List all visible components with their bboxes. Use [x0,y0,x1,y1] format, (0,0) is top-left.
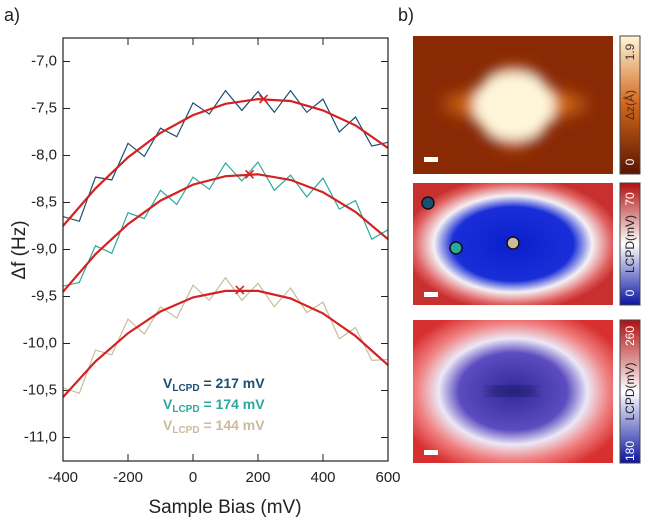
legend-subscript: LCPD [172,404,199,415]
fit-line [62,173,389,293]
legend-symbol: V [163,396,173,412]
x-tick-label: 200 [245,469,270,486]
x-tick-label: 0 [189,469,197,486]
colorbar-label: Δz(Å) [622,90,637,120]
x-axis-title: Sample Bias (mV) [148,497,301,518]
colorbar-label: 260 [623,326,637,346]
x-tick-label: -200 [113,469,143,486]
legend-value: = 174 mV [200,396,266,412]
y-tick-label: -10,0 [23,334,57,351]
colorbar-label: 0 [623,289,637,296]
colorbar-label: 1.9 [623,43,637,60]
colorbar-label: 0 [623,158,637,165]
y-tick-label: -11,0 [24,428,57,445]
plot-frame [62,37,389,462]
y-tick-label: -10,5 [23,381,57,398]
fit-line [62,289,389,398]
colorbar-label: 180 [623,441,637,461]
x-tick-label: -400 [48,469,78,486]
data-line [62,161,389,287]
lcpd-map [413,319,641,464]
x-tick-label: 600 [375,469,400,486]
legend-entry: VLCPD = 174 mV [163,396,265,415]
y-axis-title: Δf (Hz) [9,220,30,279]
lcpd-map [413,182,641,306]
panel-label: a) [4,5,20,25]
colorbar-label: 70 [623,192,637,206]
fit-line [62,97,389,227]
legend-value: = 217 mV [200,375,266,391]
y-tick-label: -9,0 [31,240,57,257]
legend-symbol: V [163,417,173,433]
y-tick-label: -8,5 [31,193,57,210]
legend-symbol: V [163,375,173,391]
y-tick-label: -7,5 [31,99,57,116]
y-tick-label: -8,0 [31,146,57,163]
legend-value: = 144 mV [200,417,266,433]
maximum-marker [258,94,269,104]
x-tick-label: 400 [310,469,335,486]
legend-subscript: LCPD [172,425,199,436]
maximum-marker [235,285,245,295]
colorbar-label: LCPD(mV) [623,215,637,273]
legend-subscript: LCPD [172,383,199,394]
y-tick-label: -9,5 [31,287,57,304]
legend-entry: VLCPD = 144 mV [163,417,265,436]
panel-label: b) [398,5,414,25]
topography-image [413,35,641,175]
maximum-marker [244,169,255,179]
colorbar-label: LCPD(mV) [623,362,637,420]
y-tick-label: -7,0 [31,52,57,69]
legend-entry: VLCPD = 217 mV [163,375,265,394]
